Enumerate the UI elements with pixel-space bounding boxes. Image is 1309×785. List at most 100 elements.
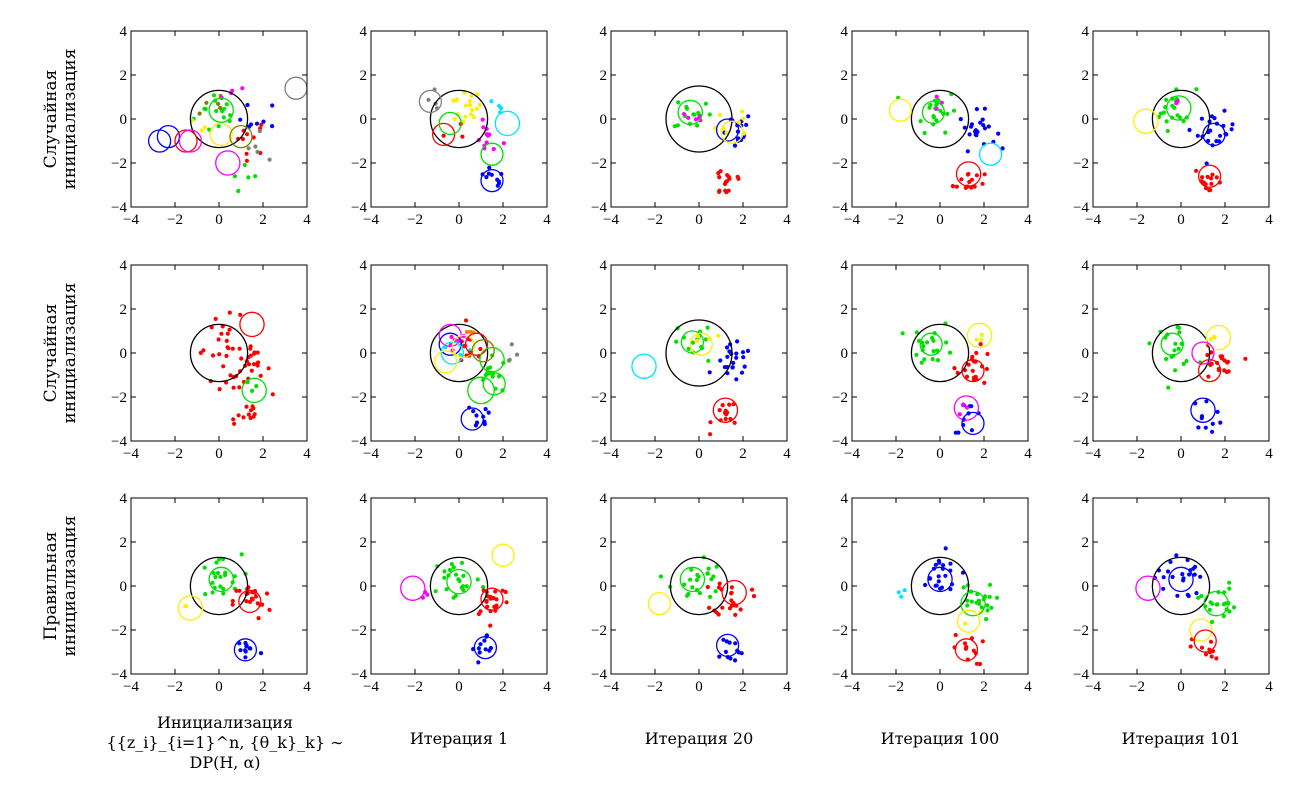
data-point [1161, 586, 1166, 591]
plot-area [418, 87, 521, 193]
data-point [896, 590, 901, 595]
data-point [965, 149, 970, 154]
data-point [210, 353, 216, 358]
data-point [729, 351, 734, 356]
y-tick-label: −4 [111, 200, 127, 216]
data-point [695, 123, 700, 128]
y-tick-label: 0 [600, 346, 608, 362]
data-point [486, 410, 491, 415]
x-tick-label: 0 [936, 679, 944, 695]
y-tick-label: −2 [832, 390, 848, 406]
data-point [936, 98, 941, 103]
data-point [950, 184, 956, 189]
data-point [214, 108, 219, 114]
data-point [483, 407, 488, 412]
y-tick-label: 0 [600, 112, 608, 128]
data-point [475, 92, 480, 97]
data-point [979, 338, 984, 343]
x-tick-label: 2 [980, 679, 988, 695]
y-tick-label: 0 [360, 112, 368, 128]
data-point [705, 584, 710, 590]
data-point [1161, 575, 1166, 580]
data-point [724, 190, 729, 195]
data-point [493, 589, 498, 594]
data-point [449, 562, 454, 567]
data-point [945, 111, 950, 116]
data-point [688, 577, 693, 582]
x-tick-label: −4 [363, 679, 379, 695]
cluster-circle [429, 323, 489, 383]
plot-area [888, 89, 1005, 190]
data-point [1176, 325, 1182, 330]
data-point [256, 360, 261, 365]
cluster-circle [1205, 324, 1232, 351]
data-point [736, 176, 741, 181]
data-point [686, 346, 691, 351]
cluster-circle [467, 376, 495, 405]
data-point [690, 340, 696, 345]
data-point [199, 128, 204, 133]
data-point [685, 593, 690, 598]
y-tick-label: 0 [841, 579, 849, 595]
data-point [217, 387, 222, 392]
cluster-circle [1203, 590, 1229, 617]
data-point [461, 573, 466, 579]
data-point [221, 591, 226, 596]
cluster-circle [147, 129, 172, 153]
data-point [724, 130, 729, 135]
data-point [716, 333, 721, 338]
data-point [727, 402, 732, 407]
data-point [255, 149, 260, 154]
data-point [266, 366, 271, 371]
y-tick-label: 4 [841, 258, 849, 274]
data-point [264, 591, 270, 596]
data-point [994, 595, 1000, 600]
y-tick-label: 0 [1082, 346, 1090, 362]
cluster-circle [471, 339, 495, 363]
data-point [732, 420, 737, 425]
data-point [703, 337, 708, 342]
data-point [474, 413, 479, 418]
axes-frame [1092, 264, 1270, 442]
data-point [1209, 181, 1214, 186]
data-point [485, 604, 490, 609]
data-point [509, 342, 514, 347]
x-tick-label: −2 [888, 679, 904, 695]
data-point [735, 339, 740, 344]
cluster-circle [451, 334, 476, 359]
cluster-circle [921, 100, 946, 125]
y-tick-label: 2 [1082, 535, 1090, 551]
x-tick-label: 4 [1265, 679, 1273, 695]
data-point [1206, 138, 1211, 143]
data-point [246, 146, 251, 151]
data-point [210, 590, 215, 595]
data-point [899, 594, 904, 599]
cluster-circle [434, 350, 458, 374]
data-point [938, 586, 943, 591]
data-point [746, 114, 751, 119]
plot-area [189, 310, 275, 426]
data-point [974, 173, 980, 178]
data-point [1174, 553, 1179, 558]
data-point [480, 117, 485, 122]
data-point [216, 337, 221, 342]
data-point [958, 117, 963, 122]
data-point [501, 141, 506, 146]
cluster-circle [1160, 332, 1184, 356]
y-tick-label: 0 [360, 346, 368, 362]
data-point [980, 117, 985, 122]
cluster-circle [631, 353, 657, 379]
data-point [246, 362, 252, 367]
data-point [729, 590, 734, 595]
y-tick-label: 0 [841, 346, 849, 362]
y-tick-label: 2 [841, 535, 849, 551]
data-point [933, 562, 939, 567]
x-tick-label: −4 [844, 446, 860, 462]
y-tick-label: 2 [360, 68, 368, 84]
data-point [477, 650, 482, 655]
data-point [713, 589, 718, 594]
data-point [717, 408, 722, 413]
data-point [921, 344, 926, 349]
cluster-circle [715, 633, 740, 658]
data-point [706, 358, 711, 363]
